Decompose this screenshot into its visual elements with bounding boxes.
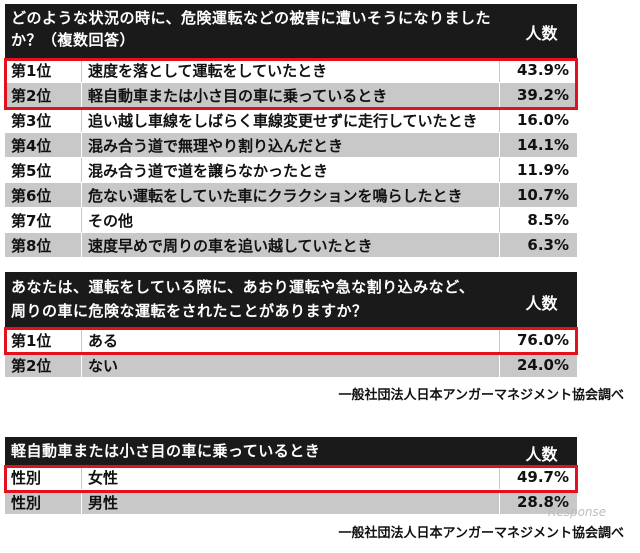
rank-cell: 第1位 <box>11 331 52 350</box>
rank-cell: 第1位 <box>11 61 52 80</box>
table-header: あなたは、運転をしている際に、あおり運転や急な割り込みなど、 周りの車に危険な運… <box>5 272 577 328</box>
table-row: 第2位 軽自動車または小さ目の車に乗っているとき 39.2% <box>5 83 577 108</box>
highlight-box <box>4 58 578 110</box>
table-header: どのような状況の時に、危険運転などの被害に遭いそうになりましたか？（複数回答） … <box>5 4 577 58</box>
question-title-line2: 周りの車に危険な運転をされたことがありますか？ <box>11 302 368 320</box>
rank-cell: 第5位 <box>11 161 52 180</box>
label-cell: 追い越し車線をしばらく車線変更せずに走行していたとき <box>81 108 499 132</box>
rank-cell: 第4位 <box>11 136 52 155</box>
label-cell: その他 <box>81 208 499 232</box>
table-dangerous-situations: どのような状況の時に、危険運転などの被害に遭いそうになりましたか？（複数回答） … <box>5 4 577 258</box>
label-cell: 混み合う道で無理やり割り込んだとき <box>81 133 499 157</box>
rank-cell: 第2位 <box>11 86 52 105</box>
column-header-count: 人数 <box>525 294 558 313</box>
value-cell: 8.5% <box>499 208 577 232</box>
label-cell: 男性 <box>81 490 499 514</box>
value-cell: 43.9% <box>499 58 577 82</box>
table-row: 第6位 危ない運転をしていた車にクラクションを鳴らしたとき 10.7% <box>5 183 577 208</box>
label-cell: 速度早めで周りの車を追い越していたとき <box>81 233 499 257</box>
rank-cell: 第3位 <box>11 111 52 130</box>
label-cell: 速度を落として運転をしていたとき <box>81 58 499 82</box>
table-row: 第5位 混み合う道で道を譲らなかったとき 11.9% <box>5 158 577 183</box>
question-title: 軽自動車または小さ目の車に乗っているとき <box>11 442 321 460</box>
rank-cell: 第2位 <box>11 356 52 375</box>
value-cell: 6.3% <box>499 233 577 257</box>
table-body: 第1位 ある 76.0% 第2位 ない 24.0% <box>5 328 577 378</box>
rank-cell: 第6位 <box>11 186 52 205</box>
table-header: 軽自動車または小さ目の車に乗っているとき 人数 <box>5 437 577 465</box>
table-row: 性別 女性 49.7% <box>5 465 577 490</box>
rank-cell: 性別 <box>11 468 42 487</box>
question-title-line1: あなたは、運転をしている際に、あおり運転や急な割り込みなど、 <box>11 278 475 296</box>
table-body: 性別 女性 49.7% 性別 男性 28.8% <box>5 465 577 515</box>
table-experience: あなたは、運転をしている際に、あおり運転や急な割り込みなど、 周りの車に危険な運… <box>5 272 577 378</box>
table-row: 第4位 混み合う道で無理やり割り込んだとき 14.1% <box>5 133 577 158</box>
value-cell: 49.7% <box>499 465 577 489</box>
source-note: 一般社団法人日本アンガーマネジメント協会調べ <box>338 526 624 541</box>
source-note: 一般社団法人日本アンガーマネジメント協会調べ <box>338 388 624 403</box>
table-gender: 軽自動車または小さ目の車に乗っているとき 人数 性別 女性 49.7% 性別 男性 28.… <box>5 437 577 515</box>
table-row: 第2位 ない 24.0% <box>5 353 577 378</box>
value-cell: 16.0% <box>499 108 577 132</box>
question-title: どのような状況の時に、危険運転などの被害に遭いそうになりましたか？（複数回答） <box>11 9 492 49</box>
table-row: 性別 男性 28.8% <box>5 490 577 515</box>
table-row: 第7位 その他 8.5% <box>5 208 577 233</box>
value-cell: 76.0% <box>499 328 577 352</box>
label-cell: 危ない運転をしていた車にクラクションを鳴らしたとき <box>81 183 499 207</box>
label-cell: 混み合う道で道を譲らなかったとき <box>81 158 499 182</box>
label-cell: 女性 <box>81 465 499 489</box>
table-row: 第8位 速度早めで周りの車を追い越していたとき 6.3% <box>5 233 577 258</box>
value-cell: 39.2% <box>499 83 577 107</box>
value-cell: 28.8% <box>499 490 577 514</box>
table-row: 第3位 追い越し車線をしばらく車線変更せずに走行していたとき 16.0% <box>5 108 577 133</box>
table-row: 第1位 ある 76.0% <box>5 328 577 353</box>
rank-cell: 第8位 <box>11 236 52 255</box>
label-cell: ない <box>81 353 499 377</box>
rank-cell: 性別 <box>11 493 42 512</box>
table-body: 第1位 速度を落として運転をしていたとき 43.9% 第2位 軽自動車または小さ目の車に… <box>5 58 577 258</box>
value-cell: 24.0% <box>499 353 577 377</box>
label-cell: ある <box>81 328 499 352</box>
value-cell: 11.9% <box>499 158 577 182</box>
table-row: 第1位 速度を落として運転をしていたとき 43.9% <box>5 58 577 83</box>
rank-cell: 第7位 <box>11 211 52 230</box>
value-cell: 14.1% <box>499 133 577 157</box>
column-header-count: 人数 <box>525 445 558 464</box>
label-cell: 軽自動車または小さ目の車に乗っているとき <box>81 83 499 107</box>
column-header-count: 人数 <box>525 24 558 43</box>
highlight-box <box>4 327 578 355</box>
highlight-box <box>4 465 578 493</box>
value-cell: 10.7% <box>499 183 577 207</box>
watermark: Response <box>548 505 607 519</box>
